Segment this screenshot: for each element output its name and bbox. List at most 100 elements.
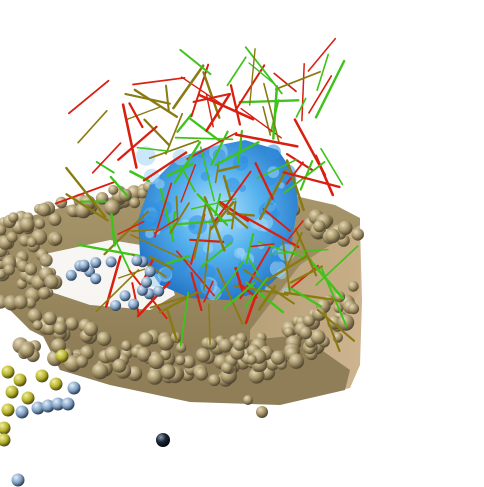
lipid-stick xyxy=(285,161,304,185)
lipid-stick xyxy=(136,280,171,318)
lipid-stick xyxy=(315,245,359,286)
lipid-stick xyxy=(244,276,269,308)
protein-surface-patch xyxy=(241,156,249,164)
blue-bead xyxy=(144,266,156,278)
protein-surface-patch xyxy=(222,234,234,246)
lipid-stick xyxy=(265,254,309,282)
lipid-stick xyxy=(166,309,179,343)
blue-bead xyxy=(105,256,117,268)
lipid-stick xyxy=(216,267,244,325)
protein-surface-patch xyxy=(276,268,288,280)
protein-surface-patch xyxy=(265,144,281,160)
lipid-stick xyxy=(257,285,277,311)
membrane-bead xyxy=(34,218,46,230)
lipid-stick xyxy=(117,125,158,161)
lipid-stick xyxy=(188,116,223,143)
yellow-bead xyxy=(0,421,11,435)
membrane-bead xyxy=(337,220,353,236)
lipid-stick xyxy=(202,71,221,119)
yellow-bead xyxy=(5,385,19,399)
membrane-bead xyxy=(83,321,99,337)
membrane-bead xyxy=(256,406,268,418)
lipid-stick xyxy=(189,238,225,243)
blue-bead xyxy=(15,405,29,419)
lipid-stick xyxy=(111,232,131,271)
blue-bead xyxy=(11,473,25,487)
blue-bead xyxy=(31,401,45,415)
lipid-stick xyxy=(200,241,233,268)
lipid-stick xyxy=(196,193,229,226)
membrane-bead xyxy=(48,213,62,226)
lipid-stick xyxy=(128,102,144,129)
lipid-stick xyxy=(180,76,223,106)
lipid-stick xyxy=(170,211,176,237)
lipid-stick xyxy=(288,220,304,240)
lipid-stick xyxy=(314,59,346,119)
lipid-stick xyxy=(208,303,211,346)
lipid-stick xyxy=(243,215,300,249)
blue-bead xyxy=(128,298,140,310)
membrane-bead xyxy=(348,303,360,315)
lipid-stick xyxy=(234,133,299,148)
membrane-bead xyxy=(121,340,132,352)
lipid-stick xyxy=(290,287,323,308)
membrane-bead xyxy=(0,224,7,236)
membrane-bead xyxy=(175,342,187,353)
lipid-stick xyxy=(222,281,256,310)
lipid-stick xyxy=(203,280,214,303)
lipid-stick xyxy=(175,195,179,221)
lipid-stick xyxy=(294,227,318,277)
lipid-stick xyxy=(190,63,210,118)
membrane-bead xyxy=(310,329,326,345)
membrane-bead xyxy=(313,220,326,233)
yellow-bead xyxy=(35,369,49,383)
lipid-stick xyxy=(118,268,146,279)
membrane-bead xyxy=(246,354,257,365)
lipid-stick xyxy=(307,37,337,72)
membrane-bead xyxy=(24,263,38,276)
lipid-stick xyxy=(283,291,341,302)
lipid-stick xyxy=(205,93,231,132)
lipid-stick xyxy=(95,269,140,313)
membrane-bead xyxy=(104,199,121,216)
lipid-stick xyxy=(245,232,255,265)
membrane-bead xyxy=(104,346,121,362)
blue-bead xyxy=(41,399,55,413)
lipid-stick xyxy=(148,255,174,270)
membrane-bead xyxy=(50,233,63,245)
protein-surface-patch xyxy=(212,148,226,162)
lipid-stick xyxy=(179,48,212,76)
lipid-stick xyxy=(153,217,179,234)
lipid-stick xyxy=(110,212,116,247)
membrane-bead xyxy=(43,322,56,335)
membrane-bead xyxy=(37,202,51,217)
membrane-bead xyxy=(32,320,43,331)
lipid-stick xyxy=(169,202,190,234)
blue-bead xyxy=(110,300,122,311)
lipid-stick xyxy=(164,254,191,266)
membrane-bead xyxy=(182,355,196,369)
membrane-bead xyxy=(129,197,141,209)
lipid-stick xyxy=(143,118,171,147)
membrane-bead xyxy=(208,374,221,387)
membrane-bead xyxy=(3,264,15,276)
membrane-bead xyxy=(13,295,28,310)
lipid-stick xyxy=(256,159,297,179)
membrane-bead xyxy=(288,353,305,369)
lipid-stick xyxy=(262,208,292,232)
blue-bead xyxy=(131,255,143,267)
lipid-stick xyxy=(95,160,115,174)
yellow-bead xyxy=(49,377,63,391)
membrane-bead xyxy=(325,228,341,244)
membrane-bead xyxy=(221,362,233,374)
lipid-stick xyxy=(222,174,232,201)
lipid-stick xyxy=(197,93,255,121)
lipid-stick xyxy=(192,200,208,260)
protein-surface-patch xyxy=(234,247,245,259)
protein-surface-patch xyxy=(160,268,172,279)
lipid-stick xyxy=(308,75,333,114)
yellow-bead xyxy=(21,391,35,405)
lipid-stick xyxy=(263,82,280,144)
membrane-bead xyxy=(337,314,355,331)
